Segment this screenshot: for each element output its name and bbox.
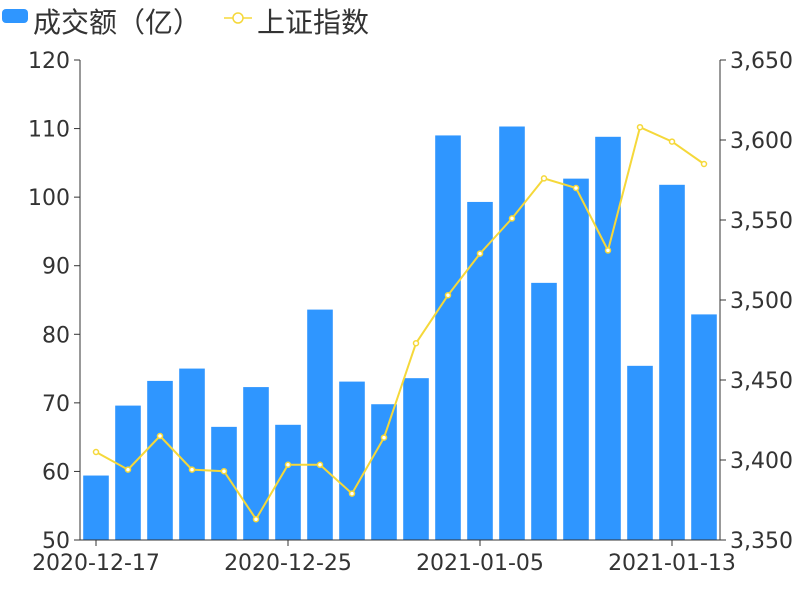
legend-swatch-turnover: [2, 9, 28, 23]
bar-2021-01-06: [499, 126, 525, 540]
y-right-tick-label: 3,500: [730, 289, 793, 314]
index-point-2020-12-30: [380, 434, 388, 441]
x-tick-label: 2021-01-13: [608, 551, 736, 576]
bar-2021-01-14: [691, 314, 717, 540]
index-point-2021-01-11: [604, 247, 612, 254]
bar-2020-12-24: [243, 387, 269, 540]
index-point-2021-01-04: [444, 291, 452, 299]
y-right-tick-label: 3,600: [730, 129, 793, 154]
index-point-2020-12-22: [188, 466, 196, 473]
bar-2021-01-07: [531, 282, 557, 540]
legend-item-index[interactable]: 上证指数: [224, 6, 369, 39]
y-left-tick-label: 110: [28, 118, 70, 143]
bar-2020-12-28: [307, 309, 333, 540]
y-right-tick-label: 3,450: [730, 369, 793, 394]
bar-2021-01-12: [627, 365, 653, 540]
bar-2021-01-05: [467, 201, 493, 540]
bar-series: [83, 126, 717, 541]
x-tick-label: 2020-12-17: [32, 551, 160, 576]
index-point-2020-12-28: [316, 461, 324, 469]
index-point-2021-01-05: [476, 250, 484, 257]
legend-label-turnover: 成交额（亿）: [33, 6, 201, 39]
bar-2020-12-21: [147, 380, 173, 540]
y-left-tick-label: 60: [42, 460, 70, 485]
bar-2020-12-30: [371, 404, 397, 540]
y-right-tick-label: 3,350: [730, 529, 793, 554]
legend: 成交额（亿） 上证指数: [2, 6, 369, 39]
y-left-tick-label: 90: [42, 255, 70, 280]
line-series: [92, 123, 708, 523]
index-point-2020-12-25: [284, 461, 292, 469]
y-left-tick-label: 80: [42, 323, 70, 348]
index-point-2020-12-21: [156, 432, 164, 440]
bar-2020-12-25: [275, 424, 301, 540]
index-point-2021-01-14: [700, 160, 708, 168]
legend-swatch-marker-index: [232, 12, 244, 24]
index-point-2020-12-23: [220, 467, 228, 475]
y-left-tick-label: 120: [28, 49, 70, 74]
bar-2020-12-17: [83, 475, 109, 540]
index-point-2021-01-13: [668, 138, 676, 145]
index-point-2021-01-12: [636, 123, 644, 131]
bar-2021-01-11: [595, 136, 621, 541]
x-tick-label: 2020-12-25: [224, 551, 352, 576]
bar-2020-12-31: [403, 378, 429, 540]
index-point-2020-12-29: [348, 490, 356, 497]
y-right-tick-label: 3,400: [730, 449, 793, 474]
y-left-tick-label: 50: [42, 529, 70, 554]
index-point-2020-12-18: [124, 466, 132, 473]
legend-item-turnover[interactable]: 成交额（亿）: [2, 6, 201, 39]
bar-2020-12-22: [179, 368, 205, 540]
index-point-2020-12-17: [92, 448, 100, 456]
bar-2020-12-29: [339, 381, 365, 540]
index-point-2020-12-24: [252, 515, 260, 523]
y-left-tick-label: 70: [42, 392, 70, 417]
legend-label-index: 上证指数: [257, 6, 369, 39]
index-point-2021-01-07: [540, 175, 548, 182]
bar-2021-01-13: [659, 184, 685, 541]
index-line: [95, 125, 705, 522]
y-right-tick-label: 3,550: [730, 209, 793, 234]
index-point-2021-01-08: [572, 184, 580, 192]
y-right-tick-label: 3,650: [730, 49, 793, 74]
axes: 50 60 70 80 90 100 110 120 3,350 3,400 3,450 3,500 3…: [28, 49, 793, 576]
bar-2021-01-04: [435, 135, 461, 540]
index-point-2021-01-06: [508, 215, 516, 222]
index-point-2020-12-31: [412, 339, 420, 347]
x-tick-label: 2021-01-05: [416, 551, 544, 576]
bar-2021-01-08: [563, 178, 589, 540]
y-left-tick-label: 100: [28, 186, 70, 211]
